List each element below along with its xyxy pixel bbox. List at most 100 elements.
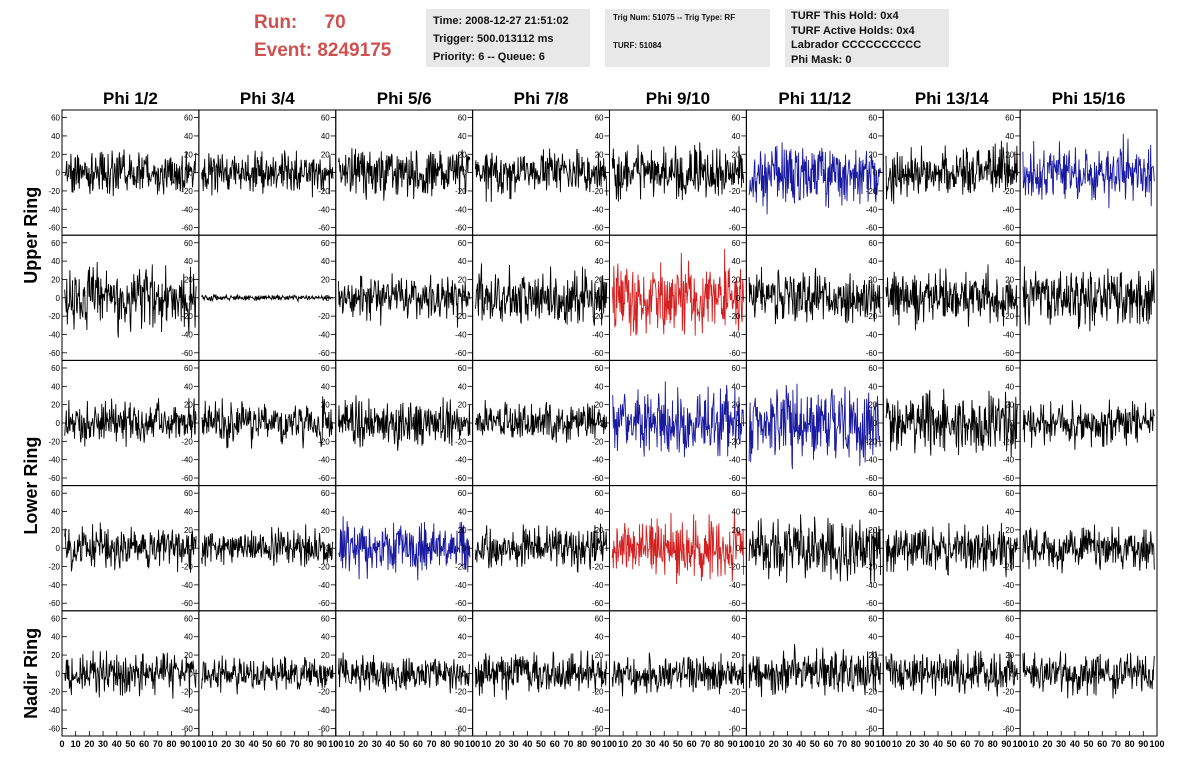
event-label: Event: [254,40,313,61]
y-tick-label: -20 [729,187,741,196]
y-tick-label: -60 [592,599,604,608]
y-tick-label: 0 [599,419,604,428]
turf-hold-box: TURF This Hold: 0x4 TURF Active Holds: 0… [785,9,949,67]
y-tick-label: 0 [56,294,61,303]
y-tick-label: 0 [736,419,741,428]
x-tick-label: 0 [881,739,886,749]
y-tick-label: -20 [318,563,330,572]
waveform-trace [885,388,1018,457]
y-tick-label: -60 [592,224,604,233]
y-tick-label: -20 [592,563,604,572]
y-tick-label: 60 [321,364,330,373]
y-tick-label: -20 [1003,688,1015,697]
y-tick-label: -20 [318,688,330,697]
y-tick-label: -40 [592,205,604,214]
y-tick-label: -20 [181,187,193,196]
y-tick-label: -60 [455,224,467,233]
y-tick-label: 20 [458,401,467,410]
trig-num-box: Trig Num: 51075 -- Trig Type: RF TURF: 5… [605,9,770,67]
row-label: Nadir Ring [21,628,41,719]
y-tick-label: 40 [1005,382,1014,391]
x-tick-label: 60 [413,739,423,749]
y-tick-label: 60 [458,489,467,498]
x-tick-label: 90 [180,739,190,749]
y-tick-label: -20 [455,312,467,321]
waveform-trace [1022,133,1155,209]
waveform-trace [885,648,1018,697]
x-tick-label: 30 [98,739,108,749]
y-tick-label: 60 [595,114,604,123]
y-tick-label: 40 [51,508,60,517]
y-tick-label: -40 [318,581,330,590]
x-tick-label: 80 [166,739,176,749]
y-tick-label: -60 [48,599,60,608]
y-tick-label: 20 [458,275,467,284]
x-tick-label: 100 [191,739,206,749]
y-tick-label: 20 [1005,651,1014,660]
y-tick-label: -60 [455,599,467,608]
time-trigger-box: Time: 2008-12-27 21:51:02 Trigger: 500.0… [426,9,590,67]
x-tick-label: 60 [687,739,697,749]
y-tick-label: 40 [184,508,193,517]
y-tick-label: 20 [731,651,740,660]
y-tick-label: 40 [595,382,604,391]
y-tick-label: 40 [731,132,740,141]
y-tick-label: -20 [48,563,60,572]
y-tick-label: 40 [51,382,60,391]
y-tick-label: -20 [866,563,878,572]
y-tick-label: -20 [181,688,193,697]
x-tick-label: 50 [1084,739,1094,749]
x-tick-label: 100 [465,739,480,749]
x-tick-label: 100 [1013,739,1028,749]
x-tick-label: 50 [536,739,546,749]
x-tick-label: 0 [1018,739,1023,749]
x-tick-label: 30 [646,739,656,749]
y-tick-label: 20 [868,150,877,159]
x-tick-label: 100 [328,739,343,749]
y-tick-label: -20 [181,437,193,446]
y-tick-label: -40 [1003,456,1015,465]
y-tick-label: 0 [1010,294,1015,303]
y-tick-label: 60 [868,364,877,373]
turf-hold-text: TURF This Hold: 0x4 [791,10,899,22]
y-tick-label: 40 [458,132,467,141]
y-tick-label: 0 [599,294,604,303]
y-tick-label: 60 [731,239,740,248]
panel-frame [61,234,200,361]
y-tick-label: -40 [1003,205,1015,214]
y-tick-label: -60 [318,224,330,233]
y-tick-label: 20 [1005,150,1014,159]
y-tick-label: 40 [1005,132,1014,141]
y-tick-label: 20 [595,401,604,410]
y-tick-label: 20 [868,526,877,535]
y-tick-label: 60 [1005,364,1014,373]
y-tick-label: 40 [1005,508,1014,517]
y-tick-label: -60 [729,474,741,483]
y-tick-label: -40 [1003,330,1015,339]
y-tick-label: -20 [866,187,878,196]
y-tick-label: -40 [318,456,330,465]
y-tick-label: -60 [1003,349,1015,358]
y-tick-label: 40 [458,382,467,391]
y-tick-label: -20 [592,688,604,697]
y-tick-label: -40 [592,581,604,590]
y-tick-label: -20 [866,437,878,446]
y-tick-label: -20 [592,187,604,196]
y-tick-label: 20 [321,275,330,284]
y-tick-label: -40 [455,456,467,465]
y-tick-label: -60 [866,474,878,483]
x-tick-label: 30 [372,739,382,749]
y-tick-label: -20 [729,437,741,446]
labrador-text: Labrador CCCCCCCCCC [791,39,922,51]
y-tick-label: -40 [592,456,604,465]
y-tick-label: -60 [1003,224,1015,233]
y-tick-label: -40 [455,581,467,590]
y-tick-label: -60 [592,474,604,483]
x-tick-label: 60 [1097,739,1107,749]
y-tick-label: 40 [868,633,877,642]
y-tick-label: 40 [595,508,604,517]
x-tick-label: 80 [988,739,998,749]
x-tick-label: 20 [769,739,779,749]
waveform-trace [474,399,608,443]
y-tick-label: -40 [729,205,741,214]
